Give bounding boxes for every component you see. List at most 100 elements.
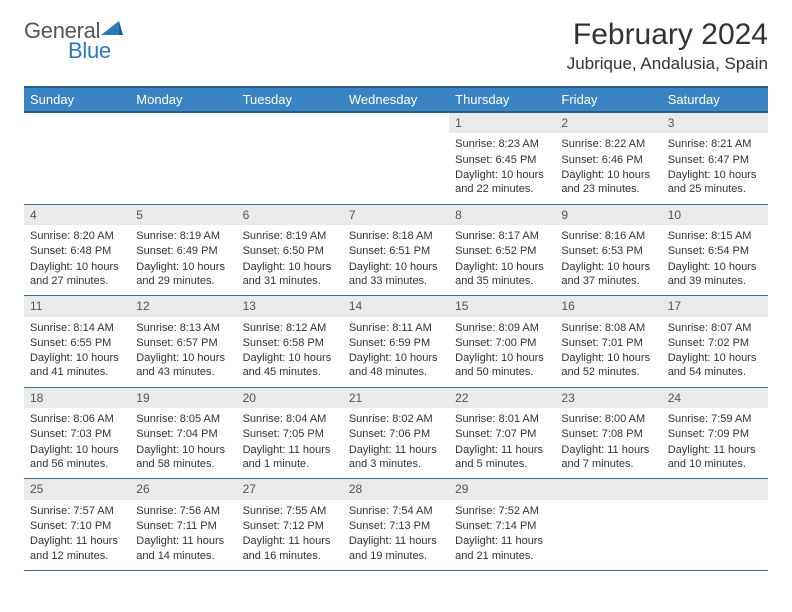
week-row: 4Sunrise: 8:20 AMSunset: 6:48 PMDaylight… [24, 204, 768, 296]
day-body: Sunrise: 8:08 AMSunset: 7:01 PMDaylight:… [555, 317, 661, 387]
day-number: 28 [343, 479, 449, 499]
sunrise-text: Sunrise: 7:54 AM [349, 504, 443, 518]
day-header: Thursday [449, 87, 555, 112]
daylight-text: Daylight: 11 hours and 5 minutes. [455, 443, 549, 472]
sunrise-text: Sunrise: 7:55 AM [243, 504, 337, 518]
daylight-text: Daylight: 10 hours and 22 minutes. [455, 168, 549, 197]
sunrise-text: Sunrise: 8:14 AM [30, 321, 124, 335]
sunset-text: Sunset: 7:08 PM [561, 427, 655, 441]
day-cell: 29Sunrise: 7:52 AMSunset: 7:14 PMDayligh… [449, 479, 555, 571]
day-cell: 21 Sunrise: 8:02 AMSunset: 7:06 PM Dayligh… [343, 387, 449, 479]
sunset-text: Sunset: 7:03 PM [30, 427, 124, 441]
day-body: Sunrise: 7:54 AMSunset: 7:13 PMDaylight:… [343, 500, 449, 570]
day-cell: 11Sunrise: 8:14 AMSunset: 6:55 PMDayligh… [24, 296, 130, 388]
daylight-text: Daylight: 10 hours and 58 minutes. [136, 443, 230, 472]
day-number-bar [237, 113, 343, 133]
day-number: 10 [662, 205, 768, 225]
day-number-bar [555, 479, 661, 499]
title-block: February 2024 Jubrique, Andalusia, Spain [567, 18, 768, 74]
sunset-text: Sunset: 7:06 PM [349, 427, 443, 441]
daylight-text: Daylight: 11 hours and 19 minutes. [349, 534, 443, 563]
sunrise-text: Sunrise: 8:11 AM [349, 321, 443, 335]
day-body: Sunrise: 8:19 AMSunset: 6:49 PMDaylight:… [130, 225, 236, 295]
daylight-text: Daylight: 10 hours and 39 minutes. [668, 260, 762, 289]
daylight-text: Daylight: 11 hours and 12 minutes. [30, 534, 124, 563]
day-cell: 13Sunrise: 8:12 AMSunset: 6:58 PMDayligh… [237, 296, 343, 388]
daylight-text: Daylight: 10 hours and 54 minutes. [668, 351, 762, 380]
sunset-text: Sunset: 7:00 PM [455, 336, 549, 350]
sunrise-text: Sunrise: 8:21 AM [668, 137, 762, 151]
day-cell: 10Sunrise: 8:15 AMSunset: 6:54 PMDayligh… [662, 204, 768, 296]
daylight-text: Daylight: 10 hours and 37 minutes. [561, 260, 655, 289]
day-number: 3 [662, 113, 768, 133]
day-cell: 15Sunrise: 8:09 AMSunset: 7:00 PMDayligh… [449, 296, 555, 388]
day-cell: 20Sunrise: 8:04 AMSunset: 7:05 PMDayligh… [237, 387, 343, 479]
sunrise-text: Sunrise: 7:59 AM [668, 412, 762, 426]
daylight-text: Daylight: 10 hours and 27 minutes. [30, 260, 124, 289]
sunrise-text: Sunrise: 8:17 AM [455, 229, 549, 243]
day-cell [130, 112, 236, 204]
daylight-text: Daylight: 10 hours and 41 minutes. [30, 351, 124, 380]
day-header: Wednesday [343, 87, 449, 112]
daylight-text: Daylight: 10 hours and 52 minutes. [561, 351, 655, 380]
daylight-text: Daylight: 11 hours and 14 minutes. [136, 534, 230, 563]
sunrise-text: Sunrise: 8:08 AM [561, 321, 655, 335]
daylight-text: Daylight: 11 hours and 3 minutes. [349, 443, 443, 472]
daylight-text: Daylight: 10 hours and 35 minutes. [455, 260, 549, 289]
day-body: Sunrise: 8:11 AMSunset: 6:59 PMDaylight:… [343, 317, 449, 387]
day-number: 20 [237, 388, 343, 408]
day-cell [24, 112, 130, 204]
day-body: Sunrise: 7:57 AMSunset: 7:10 PMDaylight:… [24, 500, 130, 570]
day-header: Friday [555, 87, 661, 112]
daylight-text: Daylight: 10 hours and 23 minutes. [561, 168, 655, 197]
sunset-text: Sunset: 7:05 PM [243, 427, 337, 441]
day-header: Sunday [24, 87, 130, 112]
day-body: Sunrise: 8:18 AMSunset: 6:51 PMDaylight:… [343, 225, 449, 295]
daylight-text: Daylight: 11 hours and 10 minutes. [668, 443, 762, 472]
day-cell: 5Sunrise: 8:19 AMSunset: 6:49 PMDaylight… [130, 204, 236, 296]
daylight-text: Daylight: 11 hours and 7 minutes. [561, 443, 655, 472]
day-body: Sunrise: 7:59 AMSunset: 7:09 PMDaylight:… [662, 408, 768, 478]
day-body: Sunrise: 8:23 AMSunset: 6:45 PMDaylight:… [449, 133, 555, 203]
daylight-text: Daylight: 10 hours and 43 minutes. [136, 351, 230, 380]
sunset-text: Sunset: 7:12 PM [243, 519, 337, 533]
daylight-text: Daylight: 10 hours and 25 minutes. [668, 168, 762, 197]
day-number: 19 [130, 388, 236, 408]
sunset-text: Sunset: 6:50 PM [243, 244, 337, 258]
logo-triangle-icon [101, 21, 123, 39]
location-text: Jubrique, Andalusia, Spain [567, 54, 768, 74]
sunset-text: Sunset: 7:07 PM [455, 427, 549, 441]
sunrise-text: Sunrise: 8:06 AM [30, 412, 124, 426]
sunset-text: Sunset: 7:14 PM [455, 519, 549, 533]
day-number: 29 [449, 479, 555, 499]
day-body: Sunrise: 7:56 AMSunset: 7:11 PMDaylight:… [130, 500, 236, 570]
daylight-text: Daylight: 10 hours and 29 minutes. [136, 260, 230, 289]
day-number-bar [662, 479, 768, 499]
day-body: Sunrise: 8:00 AMSunset: 7:08 PMDaylight:… [555, 408, 661, 478]
day-number: 24 [662, 388, 768, 408]
day-number: 4 [24, 205, 130, 225]
day-number: 23 [555, 388, 661, 408]
sunrise-text: Sunrise: 8:05 AM [136, 412, 230, 426]
sunrise-text: Sunrise: 8:12 AM [243, 321, 337, 335]
day-number: 21 [343, 388, 449, 408]
sunset-text: Sunset: 7:13 PM [349, 519, 443, 533]
sunrise-text: Sunrise: 8:16 AM [561, 229, 655, 243]
sunset-text: Sunset: 7:01 PM [561, 336, 655, 350]
sunset-text: Sunset: 7:02 PM [668, 336, 762, 350]
day-body: Sunrise: 8:13 AMSunset: 6:57 PMDaylight:… [130, 317, 236, 387]
day-number: 8 [449, 205, 555, 225]
day-cell [555, 479, 661, 571]
day-cell: 9Sunrise: 8:16 AMSunset: 6:53 PMDaylight… [555, 204, 661, 296]
day-cell: 1Sunrise: 8:23 AMSunset: 6:45 PMDaylight… [449, 112, 555, 204]
day-number: 13 [237, 296, 343, 316]
logo: GeneralBlue [24, 18, 123, 64]
header: GeneralBlue February 2024 Jubrique, Anda… [24, 18, 768, 74]
day-number: 26 [130, 479, 236, 499]
day-body: Sunrise: 8:16 AMSunset: 6:53 PMDaylight:… [555, 225, 661, 295]
day-body: Sunrise: 8:05 AMSunset: 7:04 PMDaylight:… [130, 408, 236, 478]
sunrise-text: Sunrise: 8:02 AM [349, 412, 443, 426]
day-number: 27 [237, 479, 343, 499]
day-body: Sunrise: 8:21 AMSunset: 6:47 PMDaylight:… [662, 133, 768, 203]
day-body: Sunrise: 8:12 AMSunset: 6:58 PMDaylight:… [237, 317, 343, 387]
